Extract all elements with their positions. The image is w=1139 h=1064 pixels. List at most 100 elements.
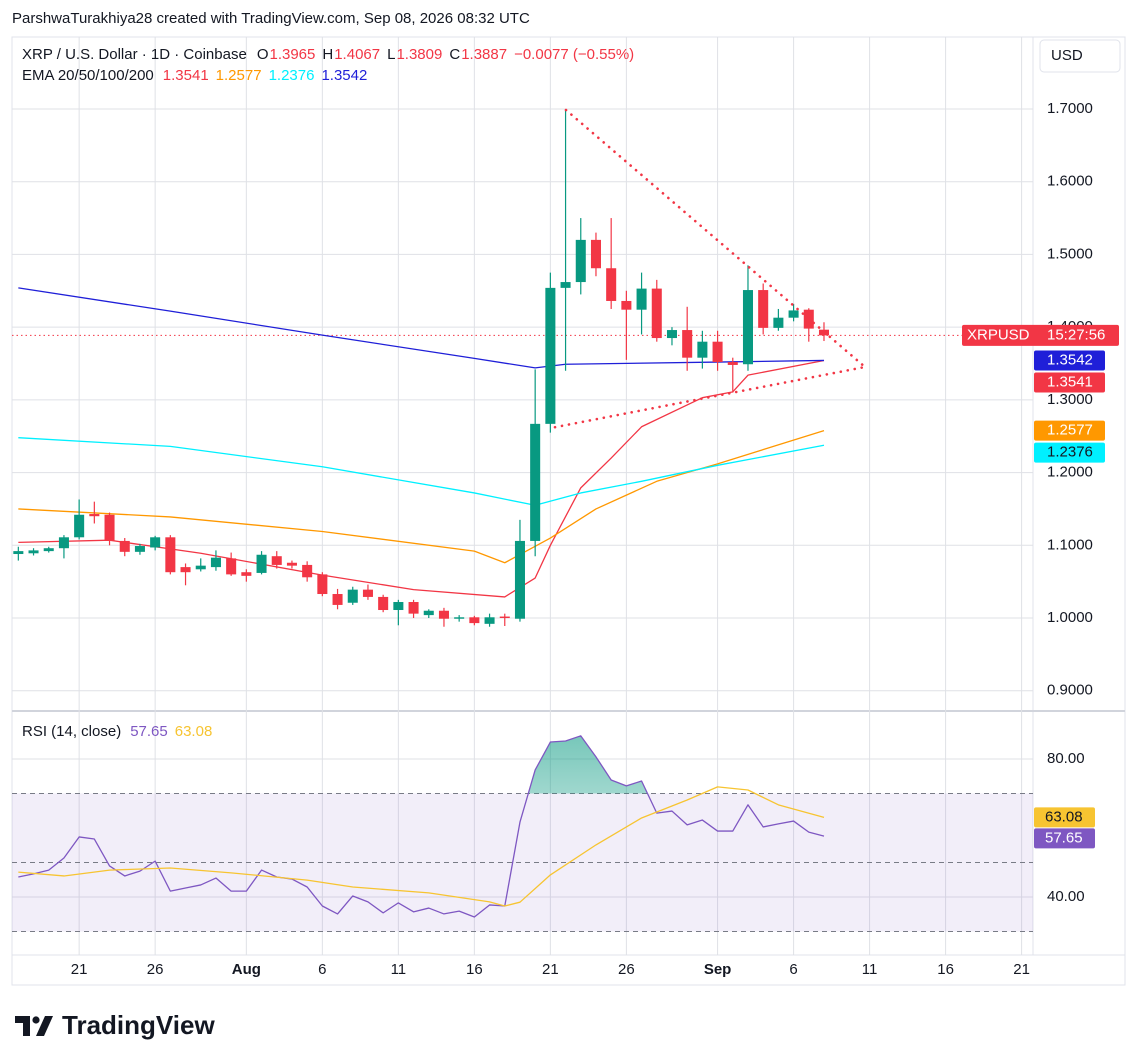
candle-body	[742, 290, 753, 365]
candle-body	[636, 288, 647, 310]
candle-body	[362, 589, 373, 597]
rsi-tick-label: 80.00	[1047, 750, 1085, 767]
countdown-label: 15:27:56	[1047, 326, 1105, 343]
candle-body	[469, 617, 480, 624]
y-tick-label: 0.9000	[1047, 682, 1093, 699]
candle-body	[28, 550, 39, 554]
brand: TradingView	[62, 1010, 215, 1040]
candle-body	[271, 556, 282, 565]
candle-body	[758, 290, 769, 328]
candle-body	[621, 300, 632, 310]
candle-body	[74, 514, 85, 538]
candle-body	[119, 540, 130, 552]
y-tick-label: 1.2000	[1047, 464, 1093, 481]
candle-body	[454, 617, 465, 619]
rsi-value: 57.65	[130, 723, 168, 740]
rsi-line	[18, 786, 825, 907]
candle-body	[651, 288, 662, 339]
ema-label: 1.2577	[1047, 422, 1093, 439]
candle-body	[58, 537, 69, 549]
ema-label-bg	[1034, 420, 1105, 441]
candle-body	[180, 567, 191, 573]
currency-box[interactable]	[1039, 39, 1121, 73]
candle-body	[606, 268, 617, 301]
rsi-title: RSI (14, close)	[22, 723, 121, 740]
candle-body	[560, 282, 571, 288]
candle-body	[438, 610, 449, 619]
y-tick-label: 1.7000	[1047, 100, 1093, 117]
change-label: −0.0077 (−0.55%)	[514, 46, 634, 63]
ema-label-bg	[1034, 442, 1105, 463]
candle-body	[347, 589, 358, 603]
x-tick-label: 21	[1013, 961, 1030, 978]
y-tick-label: 1.6000	[1047, 173, 1093, 190]
rsi-line	[18, 735, 825, 918]
candle-body	[590, 239, 601, 269]
triangle-drawing	[549, 108, 868, 430]
overlay-value: 1.3541	[163, 67, 209, 84]
rsi-tick-label: 40.00	[1047, 888, 1085, 905]
ema-label-bg	[1034, 372, 1105, 393]
x-tick-label: Aug	[232, 961, 261, 978]
chart-frame	[11, 36, 1126, 986]
candle-body	[210, 557, 221, 568]
ohlc-value: 1.3965	[269, 46, 315, 63]
x-tick-label: 11	[862, 961, 878, 978]
candle-body	[89, 514, 100, 517]
x-tick-label: 26	[618, 961, 635, 978]
candle-body	[241, 572, 252, 576]
ohlc-value: 1.3809	[396, 46, 442, 63]
ema-line	[18, 429, 825, 564]
candle-body	[378, 596, 389, 611]
candle-body	[727, 362, 738, 365]
ohlc-prefix: L	[387, 46, 395, 63]
y-tick-label: 1.5000	[1047, 245, 1093, 262]
x-tick-label: 16	[937, 961, 954, 978]
x-tick-label: 21	[71, 961, 88, 978]
candle-body	[134, 546, 145, 552]
grid-layer	[12, 37, 1125, 956]
candle-body	[499, 616, 510, 619]
y-tick-label: 1.3000	[1047, 391, 1093, 408]
price-label-bg	[962, 324, 1119, 346]
overlay-value: 1.2376	[269, 67, 315, 84]
x-tick-label: 11	[391, 961, 407, 978]
currency: USD	[1051, 47, 1083, 64]
candle-body	[317, 574, 328, 595]
candle-body	[423, 610, 434, 616]
rsi-label-bg	[1034, 828, 1095, 849]
x-tick-label: 16	[466, 961, 483, 978]
candle-body	[530, 423, 541, 541]
x-tick-label: 6	[318, 961, 326, 978]
header: ParshwaTurakhiya28 created with TradingV…	[12, 10, 530, 27]
x-tick-label: 21	[542, 961, 559, 978]
candle-body	[332, 594, 343, 605]
overlay-value: 1.3542	[321, 67, 367, 84]
brand-logo	[15, 1016, 53, 1036]
candle-body	[408, 602, 419, 614]
candle-body	[13, 551, 24, 555]
ema-label: 1.3542	[1047, 351, 1093, 368]
rsi-label-bg	[1034, 807, 1095, 828]
ohlc-prefix: H	[322, 46, 333, 63]
ohlc-value: 1.3887	[461, 46, 507, 63]
candle-body	[788, 310, 799, 318]
x-tick-label: Sep	[704, 961, 732, 978]
rsi-value: 63.08	[175, 723, 213, 740]
candle-body	[43, 548, 54, 552]
candle-body	[484, 617, 495, 624]
ema-line	[18, 359, 825, 598]
candle-body	[256, 554, 267, 573]
candle-body	[773, 317, 784, 328]
candle-body	[302, 564, 313, 578]
label-layer: 21 26 Aug 6 11 16 21 26 Sep 6 11 16 21 0.9000 1.0000 1.…	[22, 46, 1119, 978]
ema-label: 1.3541	[1047, 373, 1093, 390]
symbol-label: XRPUSD	[967, 326, 1030, 343]
ohlc-prefix: C	[449, 46, 460, 63]
rsi-label: 57.65	[1045, 829, 1083, 846]
candle-body	[104, 514, 115, 541]
ohlc-prefix: O	[257, 46, 269, 63]
x-tick-label: 26	[147, 961, 164, 978]
x-tick-label: 6	[789, 961, 797, 978]
